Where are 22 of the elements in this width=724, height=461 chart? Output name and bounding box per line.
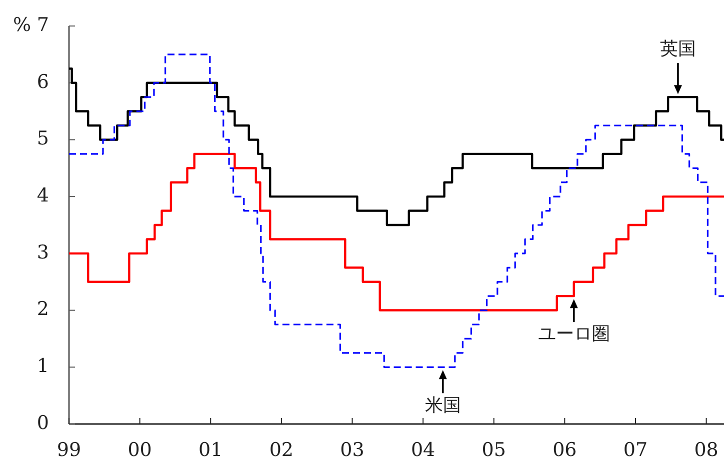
annotation: 英国 <box>660 38 696 60</box>
x-tick-label: 05 <box>482 438 506 461</box>
x-tick-label: 04 <box>410 438 436 461</box>
x-tick-label: 08 <box>694 438 718 461</box>
x-tick-label: 06 <box>552 438 577 461</box>
y-axis-title: % <box>12 14 32 36</box>
x-tick-label: 00 <box>128 438 152 461</box>
y-tick-label: 3 <box>36 241 49 264</box>
y-tick-label: 0 <box>36 412 49 434</box>
x-tick-label: 99 <box>56 438 82 461</box>
y-tick-label: 7 <box>36 14 49 36</box>
annotation: ユーロ圏 <box>538 324 610 345</box>
x-tick-label: 07 <box>623 438 648 461</box>
y-tick-label: 2 <box>36 298 49 320</box>
y-tick-label: 4 <box>36 184 49 207</box>
y-tick-label: 5 <box>36 128 49 150</box>
annotation: 米国 <box>424 394 461 416</box>
y-tick-label: 1 <box>36 355 49 378</box>
y-tick-label: 6 <box>36 70 49 93</box>
x-tick-label: 02 <box>269 438 294 461</box>
x-tick-label: 03 <box>340 438 364 461</box>
x-tick-label: 01 <box>198 438 223 461</box>
